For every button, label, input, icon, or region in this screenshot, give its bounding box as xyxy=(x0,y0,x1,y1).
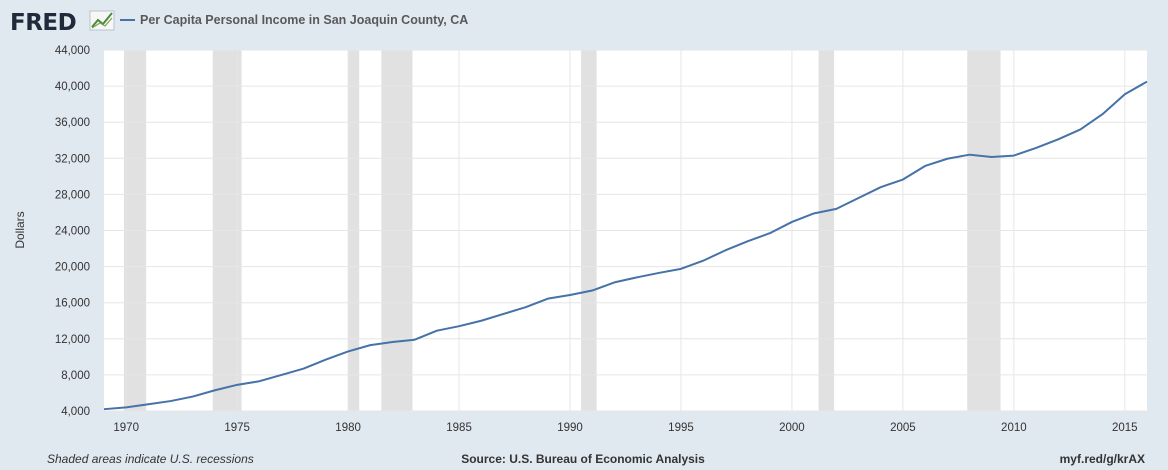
legend-label[interactable]: Per Capita Personal Income in San Joaqui… xyxy=(140,13,468,27)
data-point-1995 xyxy=(678,266,683,271)
x-tick-label: 2015 xyxy=(1112,422,1138,434)
data-point-1982 xyxy=(390,339,395,344)
data-point-1991 xyxy=(590,288,595,293)
data-point-1973 xyxy=(190,394,195,399)
data-point-1992 xyxy=(612,280,617,285)
data-point-1983 xyxy=(412,337,417,342)
data-point-2006 xyxy=(923,163,928,168)
data-point-1971 xyxy=(146,402,151,407)
y-tick-label: 20,000 xyxy=(55,262,90,274)
x-tick-label: 2005 xyxy=(890,422,916,434)
data-point-1999 xyxy=(767,231,772,236)
data-point-1988 xyxy=(523,305,528,310)
data-point-1986 xyxy=(479,318,484,323)
data-point-1978 xyxy=(301,366,306,371)
y-tick-label: 4,000 xyxy=(61,406,90,418)
y-tick-label: 36,000 xyxy=(55,117,90,129)
gridlines xyxy=(104,49,1147,412)
recession-note: Shaded areas indicate U.S. recessions xyxy=(47,452,254,466)
data-point-2009 xyxy=(989,154,994,159)
data-point-1972 xyxy=(168,399,173,404)
y-tick-label: 40,000 xyxy=(55,81,90,93)
data-point-1996 xyxy=(701,258,706,263)
data-point-1979 xyxy=(323,357,328,362)
data-point-2000 xyxy=(789,219,794,224)
y-tick-label: 28,000 xyxy=(55,189,90,201)
data-point-2011 xyxy=(1034,145,1039,150)
fred-graph-icon xyxy=(89,10,115,31)
y-tick-label: 16,000 xyxy=(55,298,90,310)
short-link[interactable]: myf.red/g/krAX xyxy=(1060,452,1145,466)
data-point-1970 xyxy=(124,405,129,410)
x-tick-label: 1975 xyxy=(224,422,250,434)
data-point-1976 xyxy=(257,379,262,384)
data-point-2005 xyxy=(900,177,905,182)
data-point-1987 xyxy=(501,311,506,316)
series-line xyxy=(103,80,1148,411)
data-point-1975 xyxy=(235,382,240,387)
data-point-1984 xyxy=(434,328,439,333)
data-point-1974 xyxy=(212,388,217,393)
data-point-1981 xyxy=(368,343,373,348)
data-point-1990 xyxy=(568,293,573,298)
data-point-1989 xyxy=(545,296,550,301)
data-point-1994 xyxy=(656,270,661,275)
x-tick-label: 2010 xyxy=(1001,422,1027,434)
data-point-1993 xyxy=(634,275,639,280)
data-point-2003 xyxy=(856,196,861,201)
source-text: Source: U.S. Bureau of Economic Analysis xyxy=(461,452,705,466)
y-axis-tick-labels: 4,000 8,000 12,000 16,000 20,000 24,000 28,000… xyxy=(55,45,90,418)
x-tick-label: 2000 xyxy=(779,422,805,434)
data-point-2001 xyxy=(812,211,817,216)
fred-logo[interactable]: FRED xyxy=(10,10,77,36)
x-tick-label: 1995 xyxy=(668,422,694,434)
x-tick-label: 1970 xyxy=(113,422,139,434)
data-point-2010 xyxy=(1011,153,1016,158)
y-tick-label: 12,000 xyxy=(55,334,90,346)
data-point-2013 xyxy=(1078,127,1083,132)
data-point-1969 xyxy=(102,407,107,412)
x-tick-label: 1980 xyxy=(335,422,361,434)
x-tick-label: 1985 xyxy=(446,422,472,434)
data-point-1977 xyxy=(279,372,284,377)
data-point-2014 xyxy=(1100,112,1105,117)
data-point-2002 xyxy=(834,206,839,211)
data-point-2016 xyxy=(1145,79,1150,84)
data-point-1998 xyxy=(745,239,750,244)
y-tick-label: 8,000 xyxy=(61,370,90,382)
y-tick-label: 24,000 xyxy=(55,226,90,238)
y-tick-label: 32,000 xyxy=(55,153,90,165)
data-point-2004 xyxy=(878,185,883,190)
data-point-2007 xyxy=(945,156,950,161)
data-point-2015 xyxy=(1122,92,1127,97)
data-point-1980 xyxy=(346,349,351,354)
y-axis-label: Dollars xyxy=(13,211,27,248)
x-tick-label: 1990 xyxy=(557,422,583,434)
x-axis-tick-labels: 1970 1975 1980 1985 1990 1995 2000 2005 2010 2015 xyxy=(113,422,1137,434)
data-point-1997 xyxy=(723,248,728,253)
data-point-1985 xyxy=(457,324,462,329)
y-tick-label: 44,000 xyxy=(55,45,90,57)
data-point-2012 xyxy=(1056,137,1061,142)
data-point-2008 xyxy=(967,152,972,157)
